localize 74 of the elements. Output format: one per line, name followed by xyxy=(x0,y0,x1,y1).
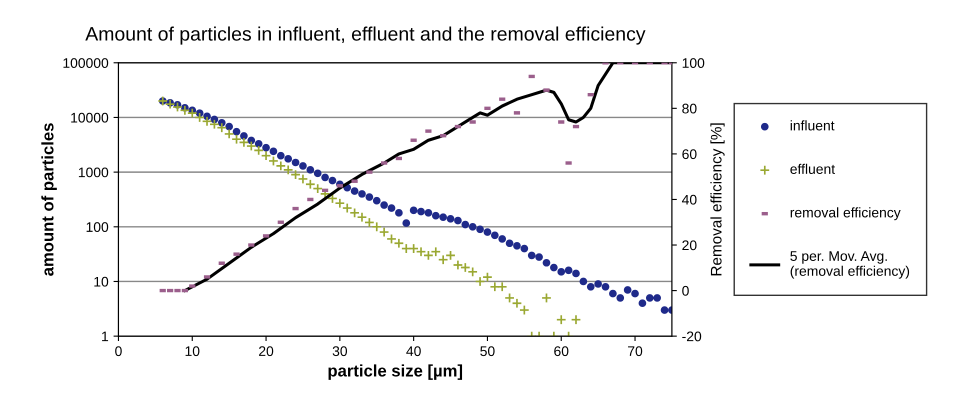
point xyxy=(327,193,338,204)
point xyxy=(342,202,352,214)
x-tick-label: 10 xyxy=(186,346,200,356)
point xyxy=(334,198,346,208)
point xyxy=(349,208,360,218)
point xyxy=(253,145,264,156)
legend-label: effluent xyxy=(790,164,835,174)
point xyxy=(570,314,582,325)
point xyxy=(452,260,464,270)
point xyxy=(231,134,242,144)
point xyxy=(268,156,279,166)
point xyxy=(490,282,500,292)
point xyxy=(541,292,552,304)
point xyxy=(209,119,220,130)
point xyxy=(504,292,515,304)
y2-axis-title: Removal efficiency [%] xyxy=(710,123,725,276)
point xyxy=(224,128,234,140)
point xyxy=(187,108,198,118)
point xyxy=(496,282,508,292)
point xyxy=(238,137,250,148)
point xyxy=(394,238,404,248)
y2-tick-label: 20 xyxy=(682,240,697,250)
point xyxy=(512,298,522,308)
y2-tick-label: 80 xyxy=(682,104,697,114)
point xyxy=(172,102,183,112)
x-tick-label: 30 xyxy=(332,346,348,356)
point xyxy=(246,140,257,152)
y2-tick-label: 0 xyxy=(682,286,689,296)
point xyxy=(519,304,530,316)
point xyxy=(408,243,419,254)
x-tick-label: 50 xyxy=(480,346,495,356)
point xyxy=(282,164,294,176)
y-tick-label: 100000 xyxy=(63,58,108,68)
point xyxy=(460,262,471,273)
point xyxy=(556,314,566,325)
point xyxy=(364,217,375,228)
point xyxy=(194,112,205,123)
point xyxy=(401,243,412,254)
x-tick-label: 0 xyxy=(115,346,122,356)
point xyxy=(298,174,308,184)
point xyxy=(276,160,286,172)
point xyxy=(216,122,228,133)
y-tick-label: 1000 xyxy=(78,167,108,178)
y-tick-label: 10000 xyxy=(71,112,108,123)
point xyxy=(312,183,323,194)
point xyxy=(372,222,382,232)
y2-tick-label: 60 xyxy=(682,149,697,160)
point xyxy=(378,226,390,238)
x-tick-label: 40 xyxy=(406,346,421,356)
point xyxy=(386,234,397,244)
point xyxy=(180,105,190,116)
y-axis-title: amount of particles xyxy=(41,123,57,276)
legend-label: removal efficiency xyxy=(790,207,901,220)
point xyxy=(164,98,176,110)
point xyxy=(290,169,301,180)
point xyxy=(356,212,368,222)
chart-title: Amount of particles in influent, effluent and the removal efficiency xyxy=(85,26,646,45)
x-tick-label: 60 xyxy=(554,346,568,356)
y-tick-label: 10 xyxy=(94,276,108,287)
y2-tick-label: 40 xyxy=(682,194,697,205)
point xyxy=(260,150,272,161)
point xyxy=(467,266,478,278)
point xyxy=(416,246,426,257)
x-axis-title: particle size [µm] xyxy=(328,364,462,380)
legend-label: 5 per. Mov. Avg. (removal efficiency) xyxy=(790,251,910,279)
x-tick-label: 20 xyxy=(259,346,274,356)
y2-tick-label: 100 xyxy=(682,58,704,68)
point xyxy=(305,179,316,190)
x-tick-label: 70 xyxy=(628,346,642,356)
y-tick-label: 1 xyxy=(102,332,108,342)
point xyxy=(202,116,212,127)
y-tick-label: 100 xyxy=(86,222,108,232)
legend-label: influent xyxy=(790,120,834,130)
y2-tick-label: -20 xyxy=(682,331,702,342)
